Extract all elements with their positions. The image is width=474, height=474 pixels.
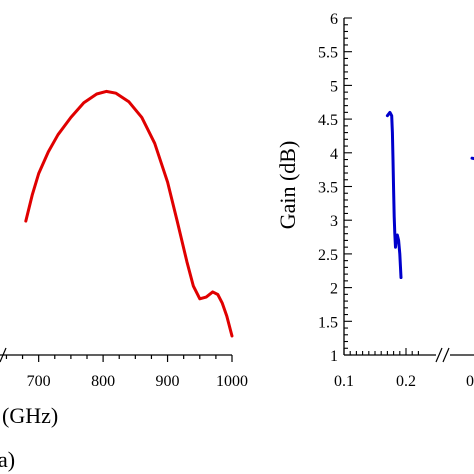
panel-a-x-tick-label: 700 bbox=[27, 373, 51, 390]
panel-a-x-axis-label: (GHz) bbox=[2, 403, 58, 428]
panel-a-x-tick-labels: 700 800 900 1000 bbox=[27, 373, 248, 390]
panel-b-y-tick-label: 6 bbox=[330, 11, 338, 28]
panel-a-axis-break-mark bbox=[0, 347, 7, 363]
panel-b-y-tick-label: 1 bbox=[330, 348, 338, 365]
panel-b-y-tick-label: 4 bbox=[330, 146, 338, 163]
panel-b-x-tick-labels: 0.1 0.2 bbox=[334, 373, 416, 390]
panel-b-y-tick-label: 5 bbox=[330, 78, 338, 95]
panel-b-y-tick-label: 5.5 bbox=[318, 45, 338, 62]
panel-b-x-tick-label-fragment: 0 bbox=[466, 373, 474, 390]
panel-b-x-ticks bbox=[343, 348, 419, 355]
panel-label-a: a) bbox=[0, 447, 15, 472]
panel-a-x-tick-label: 900 bbox=[156, 373, 180, 390]
panel-b-y-tick-label: 4.5 bbox=[318, 112, 338, 129]
panel-b-y-tick-label: 3.5 bbox=[318, 180, 338, 197]
panel-b-x-tick-label: 0.1 bbox=[334, 373, 354, 390]
panel-b: 1 1.5 2 2.5 3 3.5 4 4.5 5 5.5 6 0.1 0.2 0 Gain (dB) bbox=[275, 11, 474, 390]
panel-b-y-axis-label: Gain (dB) bbox=[275, 141, 300, 230]
panel-b-series-line-right bbox=[470, 156, 474, 161]
panel-b-series-line bbox=[385, 110, 403, 279]
panel-b-y-ticks bbox=[344, 17, 352, 356]
panel-a-x-tick-label: 1000 bbox=[216, 373, 248, 390]
panel-a-x-ticks bbox=[5, 355, 233, 362]
panel-b-y-tick-label: 1.5 bbox=[318, 314, 338, 331]
panel-b-y-tick-label: 2.5 bbox=[318, 247, 338, 264]
panel-b-y-tick-label: 2 bbox=[330, 281, 338, 298]
panel-b-axis-break-mark bbox=[435, 347, 450, 363]
panel-a-x-tick-label: 800 bbox=[91, 373, 115, 390]
panel-b-y-tick-labels: 1 1.5 2 2.5 3 3.5 4 4.5 5 5.5 6 bbox=[318, 11, 338, 365]
panel-b-y-tick-label: 3 bbox=[330, 213, 338, 230]
panel-b-x-tick-label: 0.2 bbox=[396, 373, 416, 390]
panel-a: 700 800 900 1000 (GHz) a) bbox=[0, 89, 248, 472]
panel-a-series-line bbox=[24, 89, 234, 338]
